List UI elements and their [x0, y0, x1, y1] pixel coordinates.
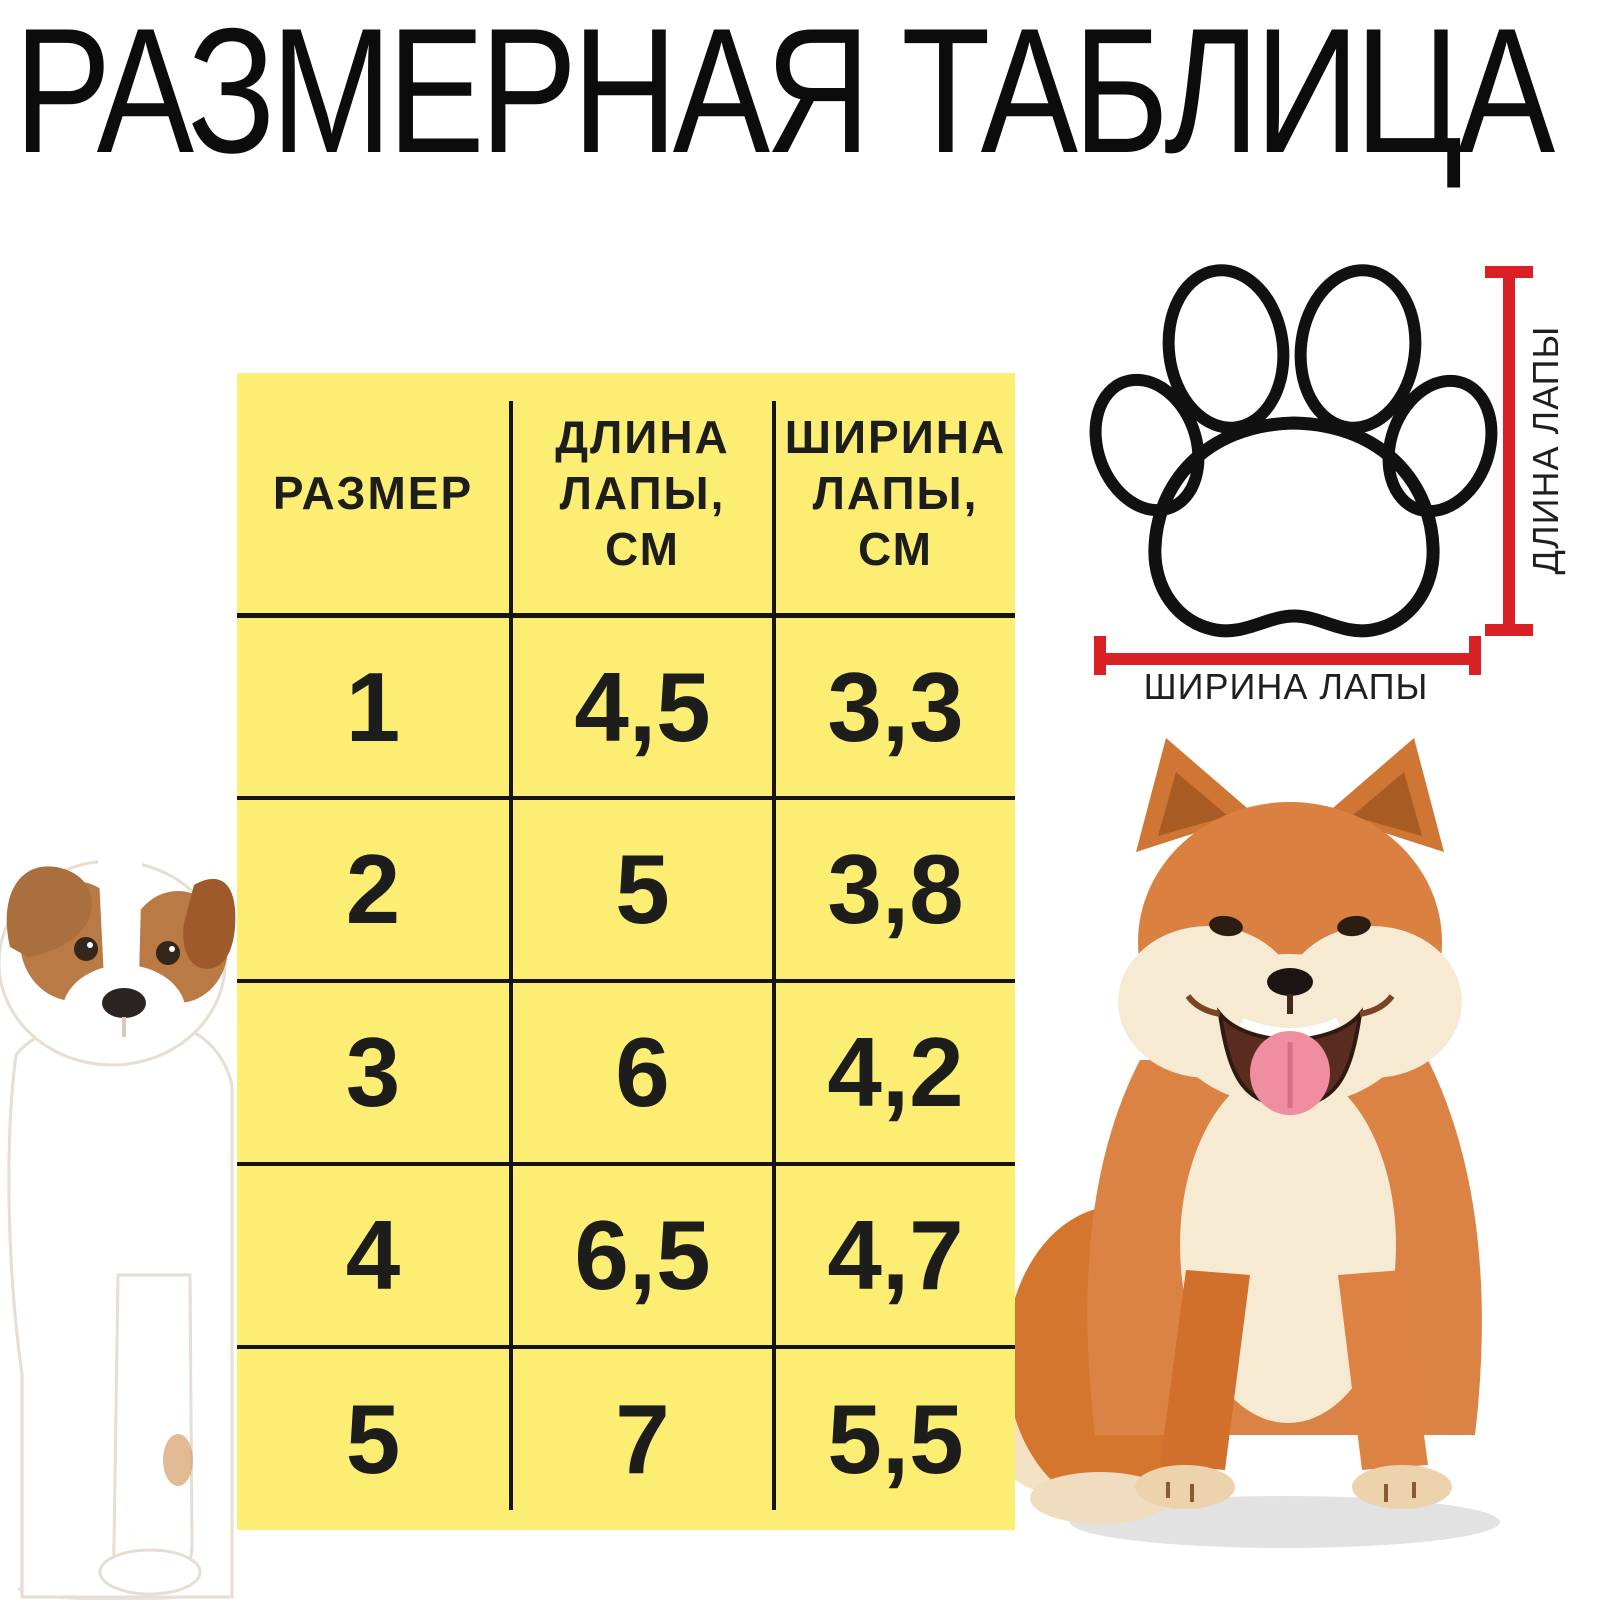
right-dog-eye [1337, 915, 1371, 937]
table-cell-size: 1 [345, 651, 401, 762]
table-cell-size: 5 [345, 1384, 401, 1494]
right-dog-photo [1000, 738, 1500, 1548]
left-dog-eye [74, 937, 98, 961]
column-header-width: ШИРИНА ЛАПЫ, СМ [784, 410, 1007, 576]
table-cell-width: 4,7 [827, 1200, 964, 1310]
left-dog-photo [0, 857, 236, 1600]
right-dog-nose [1267, 968, 1313, 996]
paw-width-label: ШИРИНА ЛАПЫ [1143, 666, 1429, 707]
table-cell-size: 2 [345, 834, 401, 944]
table-cell-width: 3,8 [827, 834, 964, 944]
right-dog-front-leg [1160, 1270, 1250, 1470]
table-cell-length: 6,5 [574, 1200, 711, 1310]
paw-toe [1089, 373, 1205, 517]
right-dog-front-leg [1338, 1270, 1428, 1470]
table-column-divider [509, 401, 513, 1510]
table-row-divider [237, 1162, 1015, 1166]
table-cell-width: 4,2 [827, 1017, 964, 1127]
right-dog-eye [1209, 915, 1243, 937]
table-cell-size: 3 [345, 1017, 401, 1127]
column-header-size: РАЗМЕР [272, 466, 474, 519]
left-dog-ear [183, 878, 236, 969]
left-dog-nose [102, 988, 146, 1018]
table-cell-size: 4 [345, 1200, 401, 1310]
size-table: РАЗМЕР ДЛИНА ЛАПЫ, СМ ШИРИНА ЛАПЫ, СМ 1 … [237, 373, 1015, 1530]
table-row-divider [237, 613, 1015, 618]
right-dog-paw [1352, 1465, 1452, 1509]
table-cell-length: 4,5 [574, 651, 711, 762]
table-cell-length: 5 [615, 834, 670, 944]
left-dog-ear [6, 866, 92, 957]
left-dog-front-leg [112, 1273, 194, 1585]
width-measure-line [1094, 636, 1481, 675]
table-cell-length: 7 [615, 1384, 670, 1494]
right-dog-shadow [1070, 1496, 1500, 1548]
table-cell-width: 3,3 [827, 651, 964, 762]
left-dog-eye [156, 941, 180, 965]
table-cell-length: 6 [615, 1017, 670, 1127]
page-title: РАЗМЕРНАЯ ТАБЛИЦА [14, 0, 1555, 190]
paw-print-icon [1089, 264, 1533, 675]
table-cell-width: 5,5 [827, 1384, 964, 1494]
right-dog-paw [1135, 1465, 1235, 1509]
paw-toe [1382, 374, 1498, 518]
table-column-divider [772, 401, 776, 1510]
table-row-divider [237, 796, 1015, 800]
paw-pad [1148, 416, 1440, 638]
length-measure-line [1485, 266, 1533, 636]
column-header-length: ДЛИНА ЛАПЫ, СМ [555, 410, 730, 576]
table-row-divider [237, 979, 1015, 983]
table-row-divider [237, 1345, 1015, 1349]
